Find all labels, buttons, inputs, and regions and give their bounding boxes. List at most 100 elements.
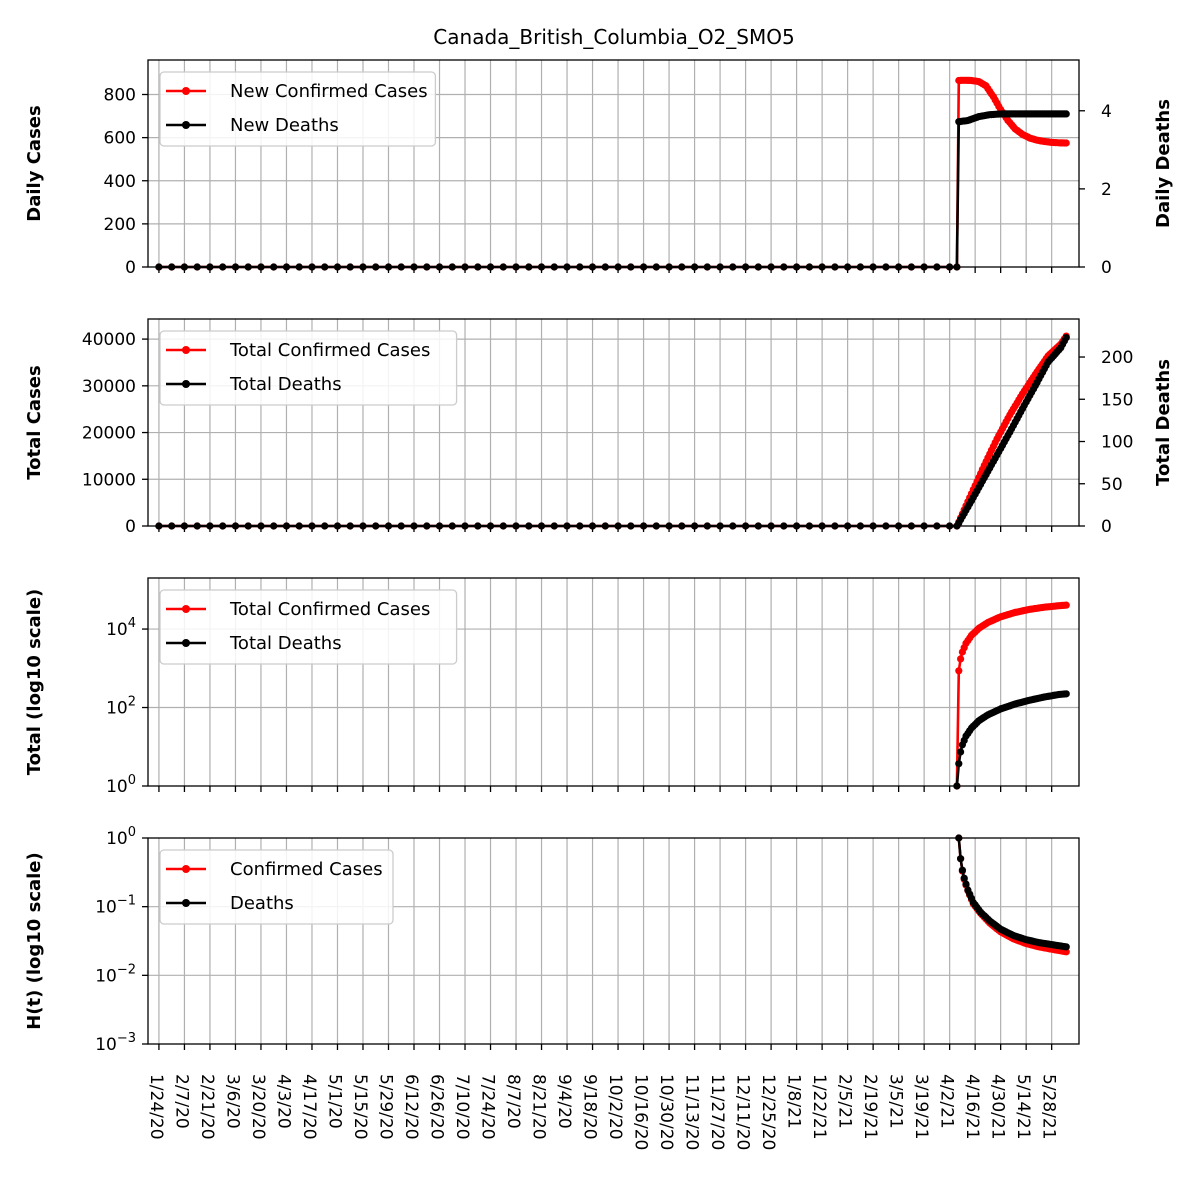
- axes-frame: [147, 318, 1080, 527]
- legend-box: [159, 330, 458, 406]
- x-tick-label: 12/25/20: [758, 1074, 778, 1150]
- y-tick-label: 100: [106, 825, 136, 849]
- y2-tick-label: 150: [1101, 390, 1133, 410]
- y-tick-label: 100: [106, 773, 136, 797]
- y2-tick-label: 4: [1101, 102, 1112, 122]
- legend-marker: [182, 865, 190, 873]
- legend: Total Confirmed Cases Total Deaths: [159, 330, 458, 406]
- series-marker: [1062, 110, 1070, 118]
- x-tick-label: 9/4/20: [554, 1074, 574, 1129]
- x-tick-label: 1/22/21: [809, 1074, 829, 1140]
- x-tick-label: 3/19/21: [911, 1074, 931, 1140]
- y2-axis-label: Daily Deaths: [1153, 99, 1174, 228]
- legend: New Confirmed Cases New Deaths: [159, 71, 437, 147]
- x-tick-label: 2/21/20: [197, 1074, 217, 1140]
- x-tick-label: 5/15/20: [350, 1074, 370, 1140]
- x-tick-label: 4/30/21: [988, 1074, 1008, 1140]
- x-tick-label: 5/29/20: [375, 1074, 395, 1140]
- y-tick-label: 20000: [82, 424, 136, 444]
- x-tick-label: 8/7/20: [503, 1074, 523, 1129]
- x-tick-label: 7/24/20: [478, 1074, 498, 1140]
- y-tick-label: 400: [104, 172, 136, 192]
- legend-marker: [182, 121, 190, 129]
- series-marker: [962, 880, 970, 888]
- y-axis-label: Total Cases: [24, 365, 45, 479]
- y-tick-label: 10−3: [95, 1031, 136, 1055]
- y2-tick-label: 0: [1101, 258, 1112, 278]
- y2-tick-label: 100: [1101, 433, 1133, 453]
- legend-box: [159, 849, 394, 925]
- legend-label: Deaths: [230, 893, 294, 914]
- series-marker: [1062, 333, 1070, 342]
- x-tick-label: 12/11/20: [733, 1074, 753, 1150]
- y-tick-label: 600: [104, 129, 136, 149]
- x-tick-label: 10/2/20: [605, 1074, 625, 1140]
- legend-label: Total Deaths: [229, 374, 342, 395]
- x-tick-label: 5/28/21: [1039, 1074, 1059, 1140]
- series-marker: [957, 655, 965, 663]
- x-tick-label: 2/7/20: [171, 1074, 191, 1129]
- y-tick-label: 10000: [82, 470, 136, 490]
- series-marker: [958, 866, 967, 874]
- legend-marker: [182, 605, 190, 613]
- series-marker: [1062, 601, 1070, 609]
- series-marker: [957, 748, 965, 756]
- x-tick-label: 11/13/20: [682, 1074, 702, 1150]
- series-marker: [955, 760, 963, 768]
- y-tick-label: 0: [125, 517, 136, 537]
- x-tick-label: 1/8/21: [784, 1074, 804, 1129]
- x-tick-label: 2/19/21: [860, 1074, 880, 1140]
- y2-tick-label: 2: [1101, 180, 1112, 200]
- panel-total: 0 10000 20000 30000 40000 0 50 100 150 200 Total D…: [24, 318, 1174, 537]
- x-tick-label: 5/1/20: [324, 1074, 344, 1129]
- x-tick-label: 4/17/20: [299, 1074, 319, 1140]
- legend-label: Total Confirmed Cases: [229, 340, 430, 361]
- series-marker: [960, 874, 968, 882]
- panel-ht_log: 10−3 10−2 10−1 100 H(t) (log10 scale) Confirm…: [24, 825, 1080, 1055]
- series-marker: [955, 667, 963, 675]
- x-tick-label: 9/18/20: [580, 1074, 600, 1140]
- series-marker: [1062, 690, 1070, 698]
- legend-label: New Confirmed Cases: [230, 81, 428, 102]
- x-tick-label: 3/6/20: [222, 1074, 242, 1129]
- y-tick-label: 30000: [82, 377, 136, 397]
- legend-label: Confirmed Cases: [230, 859, 383, 880]
- legend-label: New Deaths: [230, 115, 339, 136]
- y2-tick-label: 200: [1101, 348, 1133, 368]
- legend-box: [159, 589, 458, 665]
- x-tick-labels: 1/24/20 2/7/20 2/21/20 3/6/20 3/20/20 4/3/20 4…: [146, 1074, 1059, 1150]
- x-tick-label: 6/12/20: [401, 1074, 421, 1140]
- legend-marker: [182, 899, 190, 907]
- axes-frame: [147, 837, 1080, 1045]
- x-tick-label: 8/21/20: [529, 1074, 549, 1140]
- x-tick-label: 3/5/21: [886, 1074, 906, 1129]
- legend: Confirmed Cases Deaths: [159, 849, 394, 925]
- x-tick-label: 10/16/20: [631, 1074, 651, 1150]
- axes-frame: [147, 577, 1080, 787]
- x-tick-label: 11/27/20: [707, 1074, 727, 1150]
- y-tick-label: 104: [106, 616, 136, 640]
- x-tick-label: 1/24/20: [146, 1074, 166, 1140]
- legend-marker: [182, 380, 190, 388]
- y-tick-label: 800: [104, 86, 136, 106]
- x-tick-label: 7/10/20: [452, 1074, 472, 1140]
- axes-frame: [147, 59, 1080, 268]
- y2-tick-label: 0: [1101, 517, 1112, 537]
- y-axis-label: Daily Cases: [24, 105, 45, 221]
- x-tick-label: 10/30/20: [656, 1074, 676, 1150]
- panel-total_log: 100 102 104 Total (log10 scale) Total Confir…: [24, 577, 1080, 797]
- y-tick-label: 200: [104, 215, 136, 235]
- legend-label: Total Confirmed Cases: [229, 599, 430, 620]
- y-tick-label: 10−2: [95, 962, 136, 986]
- y-tick-label: 102: [106, 695, 136, 719]
- legend-box: [159, 71, 437, 147]
- y2-tick-label: 50: [1101, 475, 1123, 495]
- legend-label: Total Deaths: [229, 633, 342, 654]
- series-marker: [1062, 943, 1070, 951]
- y-tick-label: 0: [125, 258, 136, 278]
- x-tick-label: 3/20/20: [248, 1074, 268, 1140]
- legend: Total Confirmed Cases Total Deaths: [159, 589, 458, 665]
- legend-marker: [182, 87, 190, 95]
- figure-title: Canada_British_Columbia_O2_SMO5: [433, 25, 794, 49]
- x-tick-label: 5/14/21: [1013, 1074, 1033, 1140]
